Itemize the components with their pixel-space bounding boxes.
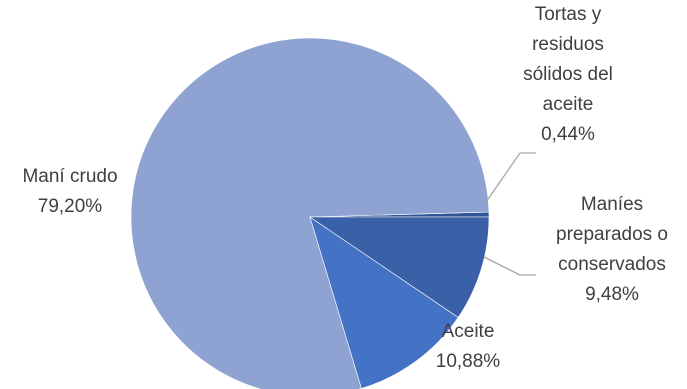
data-label-category: residuos — [532, 34, 604, 55]
pie-slices — [130, 37, 490, 389]
leader-lines — [483, 152, 536, 276]
data-label-value: 9,48% — [585, 284, 639, 305]
leader-line — [483, 256, 536, 276]
data-label-value: 79,20% — [38, 196, 103, 217]
data-label-category: Maníes — [581, 194, 643, 215]
data-label-category: sólidos del — [523, 64, 613, 85]
data-label-value: 10,88% — [436, 351, 501, 372]
data-label: Aceite 10,88% — [436, 321, 501, 372]
data-label-value: 0,44% — [541, 124, 595, 145]
data-label-category: preparados o — [556, 224, 668, 245]
data-label-category: Maní crudo — [22, 166, 117, 187]
data-label: Tortas y residuos sólidos del aceite 0,44% — [523, 4, 613, 145]
data-label-category: aceite — [543, 94, 594, 115]
pie-slice — [130, 37, 490, 389]
data-label: Maní crudo 79,20% — [22, 166, 117, 217]
data-label-category: Tortas y — [535, 4, 602, 25]
data-label-category: conservados — [558, 254, 666, 275]
pie-slice — [309, 216, 490, 318]
data-label-category: Aceite — [442, 321, 495, 342]
data-labels: Tortas y residuos sólidos del aceite 0,44% Ma… — [22, 4, 668, 372]
pie-slice — [309, 216, 459, 389]
leader-line — [485, 152, 536, 203]
data-label: Maníes preparados o conservados 9,48% — [556, 194, 668, 305]
